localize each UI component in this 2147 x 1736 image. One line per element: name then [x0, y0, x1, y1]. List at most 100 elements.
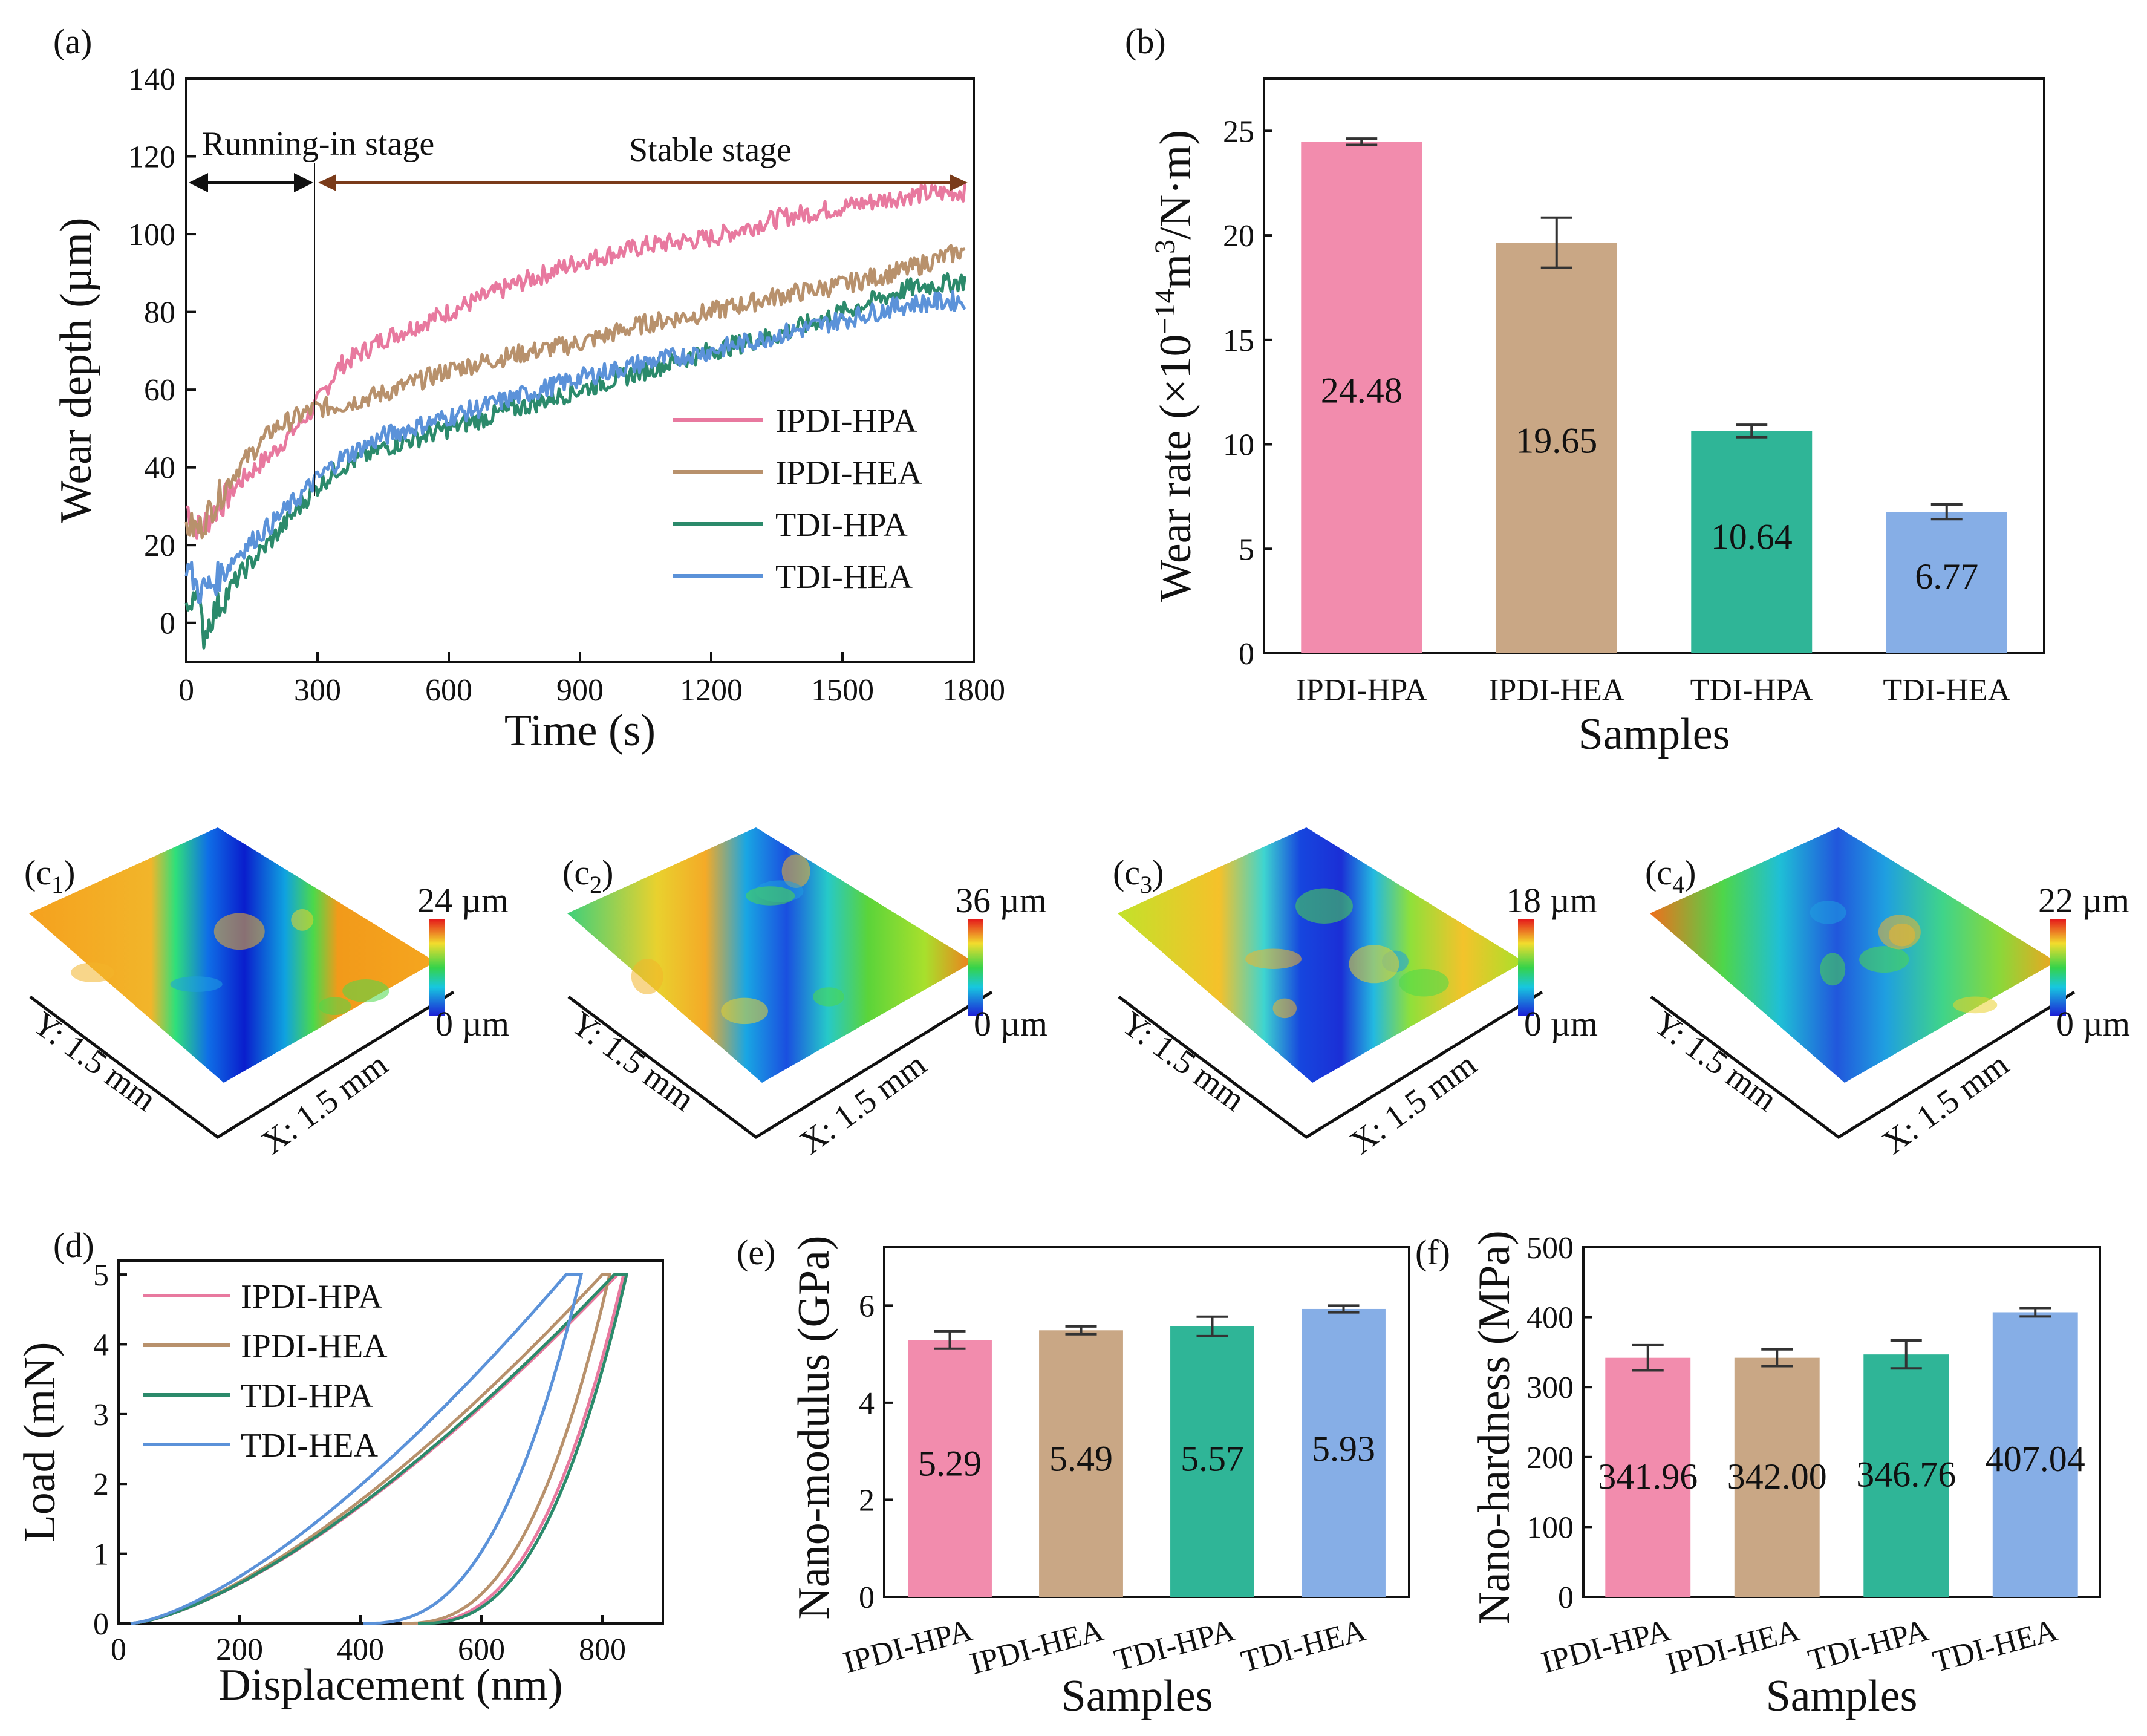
y-tick-label: 200: [1526, 1441, 1574, 1475]
series-line-ipdi-hea: [184, 244, 966, 540]
ylabel-part: /N·m): [1151, 130, 1201, 240]
y-tick-label: 0: [160, 607, 175, 641]
stable-stage-label: Stable stage: [629, 131, 792, 169]
surface-base-axes: [29, 990, 455, 1140]
panel-e-y-axis-label: Nano-modulus (GPa): [789, 1235, 839, 1619]
label-part: ): [1152, 853, 1164, 892]
panel-b-bars: 0 5 10 15 20 25 24.48 IPDI-HPA 19.65 IPDI-HEA 10.6…: [1223, 114, 2011, 708]
bar-value-label: 5.29: [918, 1443, 982, 1483]
stable-arrow-head-left: [318, 174, 336, 191]
surface-base-axes: [567, 990, 993, 1140]
y-tick-label: 0: [93, 1607, 109, 1642]
y-tick-label: 5: [93, 1258, 109, 1293]
legend-label-tdi-hpa: TDI-HPA: [775, 506, 908, 544]
surface-x-axis-label: X: 1.5 mm: [1343, 1046, 1484, 1162]
x-tick-label: 400: [337, 1633, 384, 1667]
panel-a-y-axis-label: Wear depth (µm): [51, 217, 101, 523]
bar-value-label: 6.77: [1915, 556, 1978, 596]
label-part: ): [64, 853, 75, 892]
colorbar: [2050, 919, 2066, 1016]
x-tick-label: 1500: [811, 673, 874, 708]
surface-feature: [1953, 996, 1998, 1014]
category-label: IPDI-HPA: [840, 1613, 976, 1680]
y-tick-label: 15: [1223, 324, 1254, 358]
colorbar-min-label: 0 µm: [2056, 1004, 2130, 1043]
x-tick-label: 800: [579, 1633, 626, 1667]
panel-f-frame: [1582, 1246, 2101, 1598]
running-in-arrow-head-right: [294, 173, 313, 192]
x-tick-label: 900: [556, 673, 604, 708]
bar-value-label: 346.76: [1856, 1454, 1956, 1494]
category-label: TDI-HEA: [1237, 1613, 1370, 1679]
surface-y-axis-label: Y: 1.5 mm: [564, 1004, 701, 1118]
y-tick-label: 20: [1223, 219, 1254, 253]
panel-d-curves: [130, 1273, 629, 1625]
bar-ipdi-hea: [1039, 1330, 1123, 1597]
label-subscript: 4: [1672, 871, 1684, 898]
label-part: ): [602, 853, 613, 892]
bar-ipdi-hea: [1734, 1357, 1820, 1597]
surface-x-axis-label: X: 1.5 mm: [255, 1046, 395, 1162]
panel-a-series: [184, 181, 966, 650]
bar-value-label: 5.57: [1181, 1438, 1244, 1478]
panel-d-y-axis-label: Load (mN): [15, 1342, 65, 1542]
y-tick-label: 0: [1558, 1581, 1574, 1615]
bar-tdi-hea: [1992, 1312, 2078, 1597]
panel-e-bar-chart: (e) 02465.29IPDI-HPA5.49IPDI-HEA5.57TDI-…: [737, 1233, 1410, 1721]
surface-feature: [213, 913, 265, 950]
panel-d-ticks: 0 200 400 600 800 0 1 2 3 4 5: [93, 1258, 626, 1667]
running-in-arrow-head-left: [189, 173, 208, 192]
surface-feature: [813, 987, 844, 1007]
ylabel-superscript: −14: [1149, 289, 1181, 334]
panel-d-load-displacement: (d) 0 200 400 600 800 0 1 2 3 4 5 IPDI-HPA IPDI-HEA…: [15, 1225, 664, 1710]
ylabel-superscript: 3: [1149, 240, 1181, 254]
surface-feature: [1810, 901, 1846, 924]
bar-tdi-hpa: [1691, 431, 1813, 653]
panel-b-x-axis-label: Samples: [1578, 710, 1730, 759]
bar-tdi-hea: [1886, 512, 2007, 653]
category-label: TDI-HPA: [1111, 1613, 1239, 1678]
surface-feature: [1888, 923, 1915, 947]
panel-f-x-axis-label: Samples: [1766, 1671, 1918, 1721]
panel-e-x-axis-label: Samples: [1061, 1671, 1213, 1721]
bar-value-label: 341.96: [1598, 1457, 1698, 1496]
legend-label-ipdi-hea: IPDI-HEA: [775, 454, 922, 492]
y-tick-label: 2: [859, 1483, 875, 1518]
curve-tdi-hpa: [130, 1273, 629, 1625]
category-label: TDI-HEA: [1929, 1613, 2062, 1679]
panel-f-y-axis-label: Nano-hardness (MPa): [1470, 1230, 1519, 1624]
bar-tdi-hpa: [1170, 1326, 1254, 1597]
label-part: (c: [1645, 853, 1672, 892]
label-subscript: 1: [51, 871, 64, 898]
x-tick-label: 600: [458, 1633, 505, 1667]
surface-feature: [1349, 945, 1399, 984]
surface-feature: [781, 854, 810, 889]
panel-b-y-axis-label: Wear rate (×10−14m3/N·m): [1149, 130, 1201, 602]
y-tick-label: 60: [144, 373, 175, 408]
bar-ipdi-hpa: [1605, 1357, 1691, 1597]
category-label: TDI-HPA: [1805, 1613, 1932, 1678]
surface-feature: [631, 958, 663, 994]
y-tick-label: 10: [1223, 428, 1254, 463]
bar-tdi-hpa: [1863, 1354, 1949, 1597]
y-tick-label: 100: [128, 218, 175, 252]
y-tick-label: 140: [128, 62, 175, 97]
bar-ipdi-hpa: [1301, 142, 1422, 653]
surface-map: [1650, 827, 2056, 1083]
surface-y-axis-label: Y: 1.5 mm: [1646, 1004, 1784, 1118]
series-line-ipdi-hpa: [185, 181, 966, 540]
legend-label-ipdi-hea: IPDI-HEA: [241, 1328, 388, 1365]
y-tick-label: 40: [144, 451, 175, 486]
panel-d-x-axis-label: Displacement (nm): [218, 1660, 562, 1710]
panel-a-legend: IPDI-HPA IPDI-HEA TDI-HPA TDI-HEA: [673, 402, 922, 596]
y-tick-label: 80: [144, 296, 175, 330]
bar-tdi-hea: [1302, 1308, 1386, 1597]
y-tick-label: 500: [1526, 1231, 1574, 1265]
colorbar-min-label: 0 µm: [435, 1004, 509, 1043]
y-tick-label: 1: [93, 1538, 109, 1572]
panel-e-bars: 02465.29IPDI-HPA5.49IPDI-HEA5.57TDI-HPA5…: [840, 1289, 1386, 1682]
surface-panel-c2: 36 µm 0 µm (c2) Y: 1.5 mm X: 1.5 mm: [562, 827, 1047, 1162]
panel-e-frame: [883, 1246, 1410, 1598]
